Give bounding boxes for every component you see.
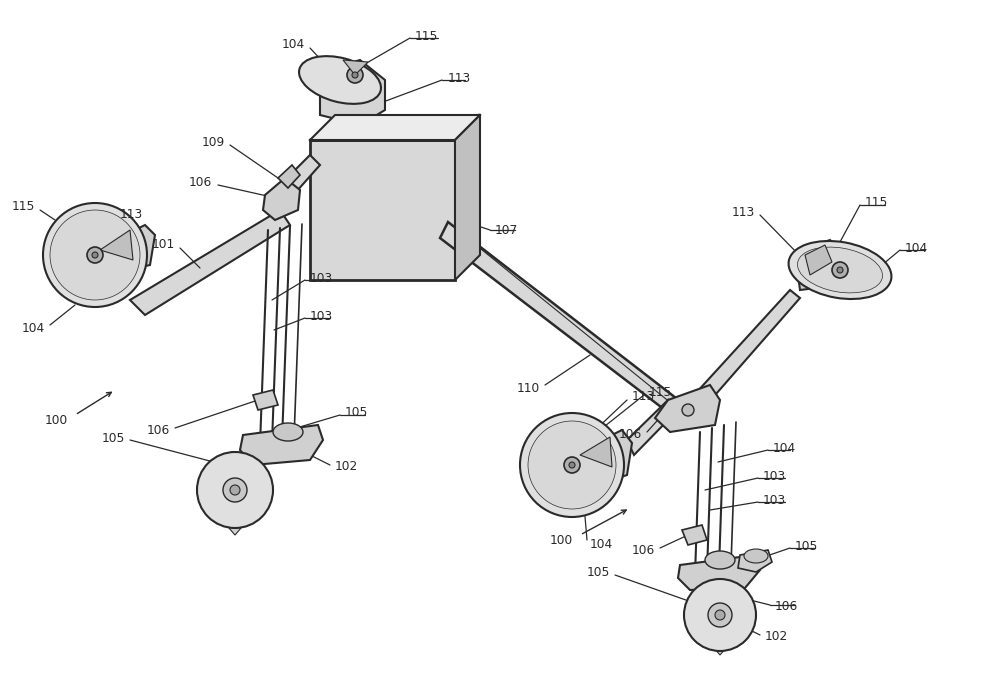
- Circle shape: [347, 67, 363, 83]
- Text: 104: 104: [282, 38, 305, 52]
- Polygon shape: [270, 155, 320, 210]
- Polygon shape: [343, 60, 368, 75]
- Text: 113: 113: [120, 209, 143, 221]
- Text: 107: 107: [495, 223, 518, 236]
- Text: 115: 115: [12, 201, 35, 213]
- Ellipse shape: [299, 56, 381, 104]
- Text: 115: 115: [415, 30, 438, 42]
- Ellipse shape: [273, 423, 303, 441]
- Polygon shape: [655, 385, 720, 432]
- Polygon shape: [130, 210, 290, 315]
- Text: 110: 110: [517, 382, 540, 394]
- Polygon shape: [105, 225, 155, 275]
- Circle shape: [352, 72, 358, 78]
- Circle shape: [684, 579, 756, 651]
- Polygon shape: [310, 140, 455, 280]
- Ellipse shape: [50, 210, 140, 300]
- Text: 104: 104: [905, 242, 928, 254]
- Polygon shape: [263, 178, 300, 220]
- Polygon shape: [222, 520, 248, 535]
- Polygon shape: [253, 390, 278, 410]
- Text: 113: 113: [632, 390, 655, 404]
- Text: 105: 105: [102, 431, 125, 444]
- Polygon shape: [240, 425, 323, 465]
- Circle shape: [230, 485, 240, 495]
- Ellipse shape: [43, 203, 147, 307]
- Circle shape: [223, 478, 247, 502]
- Polygon shape: [582, 430, 632, 490]
- Polygon shape: [100, 230, 133, 260]
- Text: 106: 106: [775, 600, 798, 614]
- Polygon shape: [682, 525, 707, 545]
- Polygon shape: [440, 222, 685, 420]
- Ellipse shape: [705, 551, 735, 569]
- Circle shape: [92, 252, 98, 258]
- Polygon shape: [805, 245, 832, 275]
- Circle shape: [564, 457, 580, 473]
- Text: 104: 104: [22, 322, 45, 334]
- Text: 105: 105: [345, 406, 368, 419]
- Text: 104: 104: [590, 538, 613, 551]
- Text: 109: 109: [202, 135, 225, 149]
- Text: 103: 103: [310, 271, 333, 285]
- Ellipse shape: [789, 241, 891, 299]
- Polygon shape: [580, 437, 612, 467]
- Text: 102: 102: [765, 631, 788, 643]
- Text: 103: 103: [310, 310, 333, 322]
- Text: 101: 101: [152, 238, 175, 252]
- Text: 104: 104: [773, 441, 796, 454]
- Text: 106: 106: [632, 544, 655, 557]
- Text: 100: 100: [550, 534, 573, 546]
- Circle shape: [715, 610, 725, 620]
- Text: 113: 113: [732, 205, 755, 219]
- Circle shape: [837, 267, 843, 273]
- Polygon shape: [678, 555, 760, 590]
- Text: 115: 115: [865, 195, 888, 209]
- Circle shape: [708, 603, 732, 627]
- Polygon shape: [455, 115, 480, 280]
- Circle shape: [832, 262, 848, 278]
- Circle shape: [87, 247, 103, 263]
- Text: 100: 100: [45, 413, 68, 427]
- Text: 113: 113: [448, 71, 471, 85]
- Text: 106: 106: [147, 423, 170, 437]
- Polygon shape: [278, 165, 300, 188]
- Polygon shape: [320, 60, 385, 125]
- Ellipse shape: [744, 549, 768, 563]
- Text: 105: 105: [587, 567, 610, 579]
- Circle shape: [569, 462, 575, 468]
- Circle shape: [197, 452, 273, 528]
- Polygon shape: [310, 115, 480, 140]
- Ellipse shape: [797, 247, 883, 293]
- Polygon shape: [738, 550, 772, 572]
- Text: 115: 115: [649, 386, 672, 400]
- Text: 106: 106: [619, 429, 642, 441]
- Text: 103: 103: [763, 470, 786, 483]
- Polygon shape: [627, 400, 672, 455]
- Text: 106: 106: [189, 176, 212, 190]
- Circle shape: [682, 404, 694, 416]
- Ellipse shape: [520, 413, 624, 517]
- Polygon shape: [685, 290, 800, 418]
- Text: 102: 102: [335, 460, 358, 474]
- Polygon shape: [707, 640, 733, 655]
- Ellipse shape: [528, 421, 616, 509]
- Text: 103: 103: [763, 493, 786, 507]
- Polygon shape: [795, 240, 845, 290]
- Text: 105: 105: [795, 540, 818, 553]
